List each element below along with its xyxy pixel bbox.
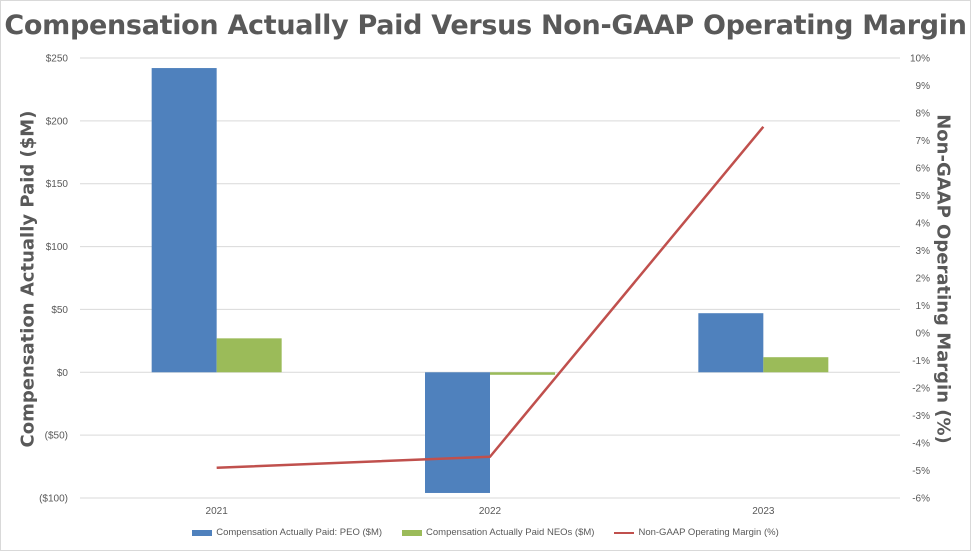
x-tick-label: 2022 (479, 506, 502, 517)
y-tick-label: $250 (46, 54, 69, 65)
y2-tick-label: 7% (916, 136, 931, 147)
y2-tick-label: 5% (916, 191, 931, 202)
y2-tick-label: -3% (912, 411, 930, 422)
legend-label-margin: Non-GAAP Operating Margin (%) (638, 527, 779, 538)
legend-label-peo: Compensation Actually Paid: PEO ($M) (216, 527, 383, 538)
y-tick-label: $0 (57, 368, 69, 379)
y2-tick-label: 3% (916, 246, 931, 257)
bar-peo-2021 (151, 68, 217, 373)
y2-tick-label: -2% (912, 384, 930, 395)
bar-peo-2023 (698, 313, 764, 373)
y2-tick-label: 10% (910, 54, 930, 65)
legend-swatch-margin (614, 531, 635, 534)
legend-label-neo: Compensation Actually Paid NEOs ($M) (426, 527, 595, 538)
y-tick-label: ($50) (45, 431, 68, 442)
y2-tick-label: -6% (912, 494, 930, 505)
y-tick-label: $50 (51, 305, 68, 316)
y2-tick-label: 8% (916, 109, 931, 120)
y2-tick-label: 6% (916, 164, 931, 175)
legend-swatch-peo (192, 529, 213, 536)
y-tick-label: ($100) (39, 494, 68, 505)
legend-item-neo: Compensation Actually Paid NEOs ($M) (402, 527, 594, 538)
y2-tick-label: 9% (916, 81, 931, 92)
legend: Compensation Actually Paid: PEO ($M) Com… (0, 527, 971, 538)
y-tick-label: $150 (46, 179, 69, 190)
legend-swatch-neo (402, 529, 423, 536)
y2-tick-label: 2% (916, 274, 931, 285)
y2-tick-label: -4% (912, 439, 930, 450)
legend-item-margin: Non-GAAP Operating Margin (%) (614, 527, 779, 538)
y2-tick-label: -5% (912, 466, 930, 477)
x-tick-label: 2021 (206, 506, 229, 517)
y2-tick-label: 4% (916, 219, 931, 230)
legend-item-peo: Compensation Actually Paid: PEO ($M) (192, 527, 382, 538)
bar-neo-2023 (763, 357, 829, 373)
y2-tick-label: -1% (912, 356, 930, 367)
chart-title: Compensation Actually Paid Versus Non-GA… (4, 10, 967, 41)
y2-tick-label: 1% (916, 301, 931, 312)
bar-peo-2022 (425, 372, 490, 493)
y2-tick-label: 0% (916, 329, 931, 340)
y-tick-label: $200 (46, 116, 69, 127)
bar-neo-2022 (490, 372, 555, 375)
x-tick-label: 2023 (752, 506, 775, 517)
y-tick-label: $100 (46, 242, 69, 253)
series-line-margin (216, 125, 765, 469)
bar-neo-2021 (216, 338, 282, 373)
